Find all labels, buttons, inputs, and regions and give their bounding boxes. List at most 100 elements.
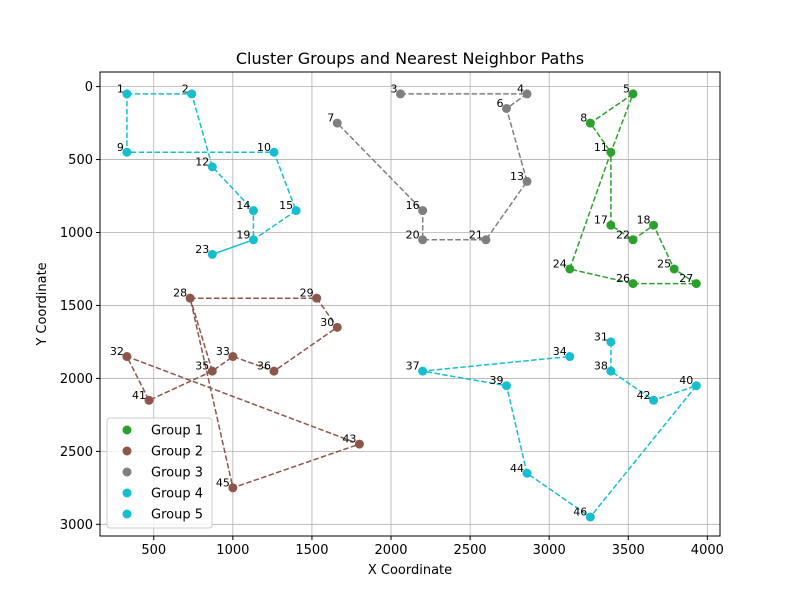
point-label-20: 20: [406, 228, 420, 241]
group-3-point-13: [522, 176, 532, 186]
point-label-3: 3: [391, 82, 398, 95]
group-2-point-28: [185, 293, 195, 303]
grid-lines: [100, 72, 720, 536]
point-label-27: 27: [679, 272, 693, 285]
group-1-path: [568, 93, 699, 285]
group-4-point-46: [585, 512, 595, 522]
axis-ticks: 500 1000 1500 2000 2500 3000 3500 4000 0 500 1000 1…: [60, 80, 724, 558]
point-label-29: 29: [300, 287, 314, 300]
group-4-point-39: [501, 381, 511, 391]
group-5-point-14: [248, 206, 258, 216]
legend: Group 1 Group 2 Group 3 Group 4 Group 5: [106, 417, 213, 529]
x-tick-label: 2000: [374, 543, 407, 558]
group-2-point-32: [122, 352, 132, 362]
group-5-point-12: [207, 162, 217, 172]
point-label-13: 13: [510, 170, 524, 183]
point-label-42: 42: [637, 389, 651, 402]
group-1-point-27: [691, 279, 701, 289]
group-5-path: [126, 93, 298, 256]
group-3-path: [336, 93, 530, 241]
point-label-5: 5: [623, 82, 630, 95]
group-4-legend-marker: [122, 488, 132, 498]
point-label-6: 6: [496, 97, 503, 110]
point-label-4: 4: [517, 82, 524, 95]
point-label-14: 14: [236, 199, 250, 212]
y-tick-label: 1000: [60, 226, 93, 241]
point-label-30: 30: [320, 316, 334, 329]
group-3-point-21: [481, 235, 491, 245]
group-5-point-2: [187, 89, 197, 99]
group-3-point-3: [396, 89, 406, 99]
group-1-point-5: [628, 89, 638, 99]
group-3-point-4: [522, 89, 532, 99]
point-label-34: 34: [553, 345, 567, 358]
point-label-28: 28: [173, 287, 187, 300]
y-tick-label: 2500: [60, 445, 93, 460]
point-label-19: 19: [236, 228, 250, 241]
group-3-point-6: [501, 103, 511, 113]
group-5-point-10: [269, 147, 279, 157]
group-4-point-31: [606, 337, 616, 347]
group-2-point-36: [269, 366, 279, 376]
group-5-point-9: [122, 147, 132, 157]
chart-title: Cluster Groups and Nearest Neighbor Path…: [236, 49, 584, 68]
point-label-2: 2: [182, 82, 189, 95]
cluster-points: [122, 89, 701, 522]
point-label-1: 1: [117, 82, 124, 95]
x-tick-label: 500: [141, 543, 166, 558]
y-tick-label: 1500: [60, 299, 93, 314]
group-2-legend-marker: [122, 446, 132, 456]
group-2-point-41: [144, 395, 154, 405]
group-4-point-44: [522, 468, 532, 478]
group-2-path: [125, 297, 362, 489]
group-1-point-26: [628, 279, 638, 289]
group-1-point-11: [606, 147, 616, 157]
point-label-21: 21: [469, 228, 483, 241]
point-label-45: 45: [216, 476, 230, 489]
legend-box: [106, 417, 213, 529]
point-label-12: 12: [195, 155, 209, 168]
group-5-point-23: [207, 249, 217, 259]
group-4-point-42: [649, 395, 659, 405]
x-axis-title: X Coordinate: [368, 563, 452, 578]
x-tick-label: 1000: [216, 543, 249, 558]
point-label-15: 15: [279, 199, 293, 212]
group-3-legend-marker: [122, 467, 132, 477]
point-label-7: 7: [327, 112, 334, 125]
group-2-point-43: [354, 439, 364, 449]
group-3-point-7: [332, 118, 342, 128]
x-tick-label: 1500: [295, 543, 328, 558]
group-2-point-33: [228, 352, 238, 362]
point-label-32: 32: [110, 345, 124, 358]
point-label-43: 43: [342, 433, 356, 446]
point-label-10: 10: [257, 141, 271, 154]
point-label-33: 33: [216, 345, 230, 358]
point-label-18: 18: [637, 214, 651, 227]
y-tick-label: 500: [68, 153, 93, 168]
x-tick-label: 3500: [612, 543, 645, 558]
group-5-point-15: [291, 206, 301, 216]
point-label-31: 31: [594, 330, 608, 343]
point-label-41: 41: [132, 389, 146, 402]
group-4-point-38: [606, 366, 616, 376]
point-label-25: 25: [657, 257, 671, 270]
point-label-38: 38: [594, 360, 608, 373]
group-4-point-40: [691, 381, 701, 391]
group-1-point-24: [565, 264, 575, 274]
point-label-35: 35: [195, 360, 209, 373]
point-label-23: 23: [195, 243, 209, 256]
group-2-point-45: [228, 483, 238, 493]
point-label-9: 9: [117, 141, 124, 154]
group-3-point-16: [418, 206, 428, 216]
point-label-44: 44: [510, 462, 524, 475]
point-label-26: 26: [616, 272, 630, 285]
group-1-point-17: [606, 220, 616, 230]
plot-frame: [99, 71, 721, 537]
point-label-40: 40: [679, 374, 693, 387]
group-5-legend-label: Group 5: [151, 508, 203, 523]
group-1-point-8: [585, 118, 595, 128]
y-tick-label: 0: [85, 80, 93, 95]
y-tick-label: 3000: [60, 518, 93, 533]
point-label-24: 24: [553, 257, 567, 270]
